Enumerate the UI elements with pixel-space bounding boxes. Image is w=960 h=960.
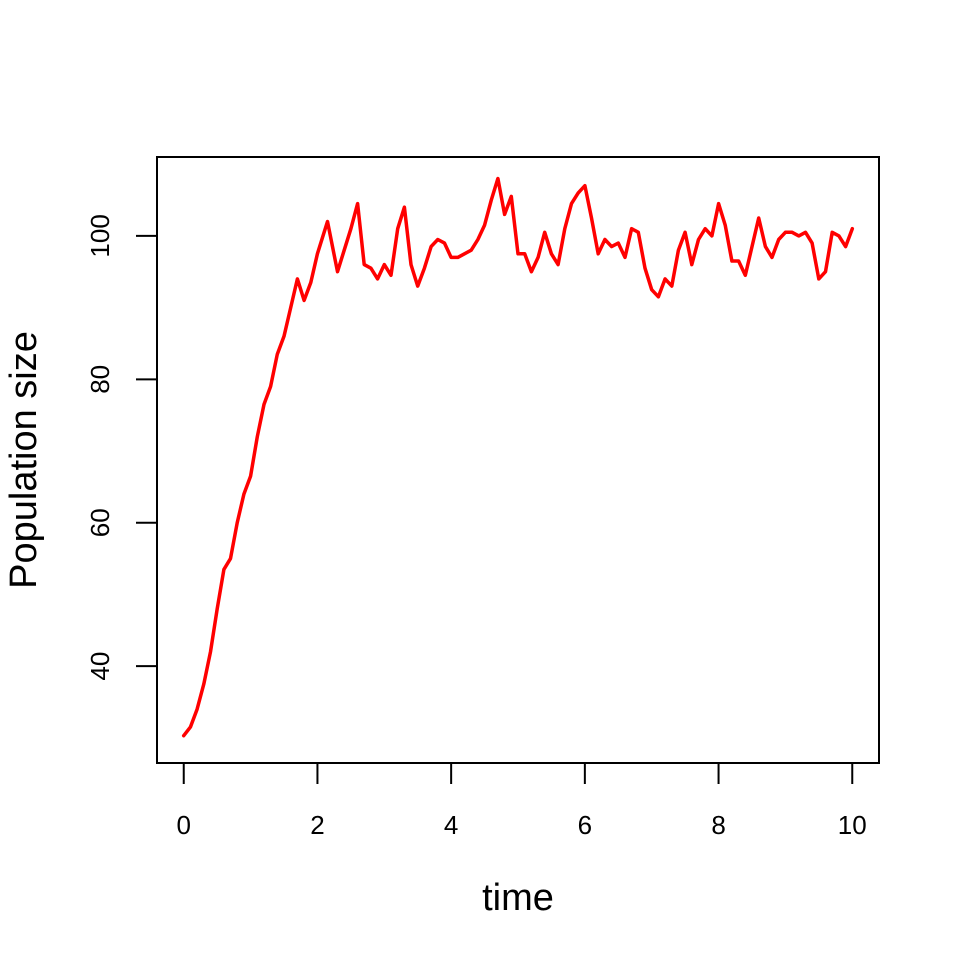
x-tick-label: 4: [444, 810, 458, 840]
x-tick-label: 0: [177, 810, 191, 840]
x-tick-label: 8: [711, 810, 725, 840]
population-series-line: [181, 176, 855, 738]
x-tick-label: 2: [310, 810, 324, 840]
y-tick-label: 80: [85, 365, 115, 394]
x-axis-title: time: [482, 877, 554, 919]
x-tick-label: 10: [838, 810, 867, 840]
y-axis-title: Population size: [3, 331, 45, 589]
x-tick-label: 6: [578, 810, 592, 840]
y-tick-label: 60: [85, 508, 115, 537]
y-axis: 40 60 80 100: [85, 214, 158, 681]
x-axis: 0 2 4 6 8 10: [177, 762, 867, 840]
y-tick-label: 100: [85, 214, 115, 257]
y-tick-label: 40: [85, 652, 115, 681]
